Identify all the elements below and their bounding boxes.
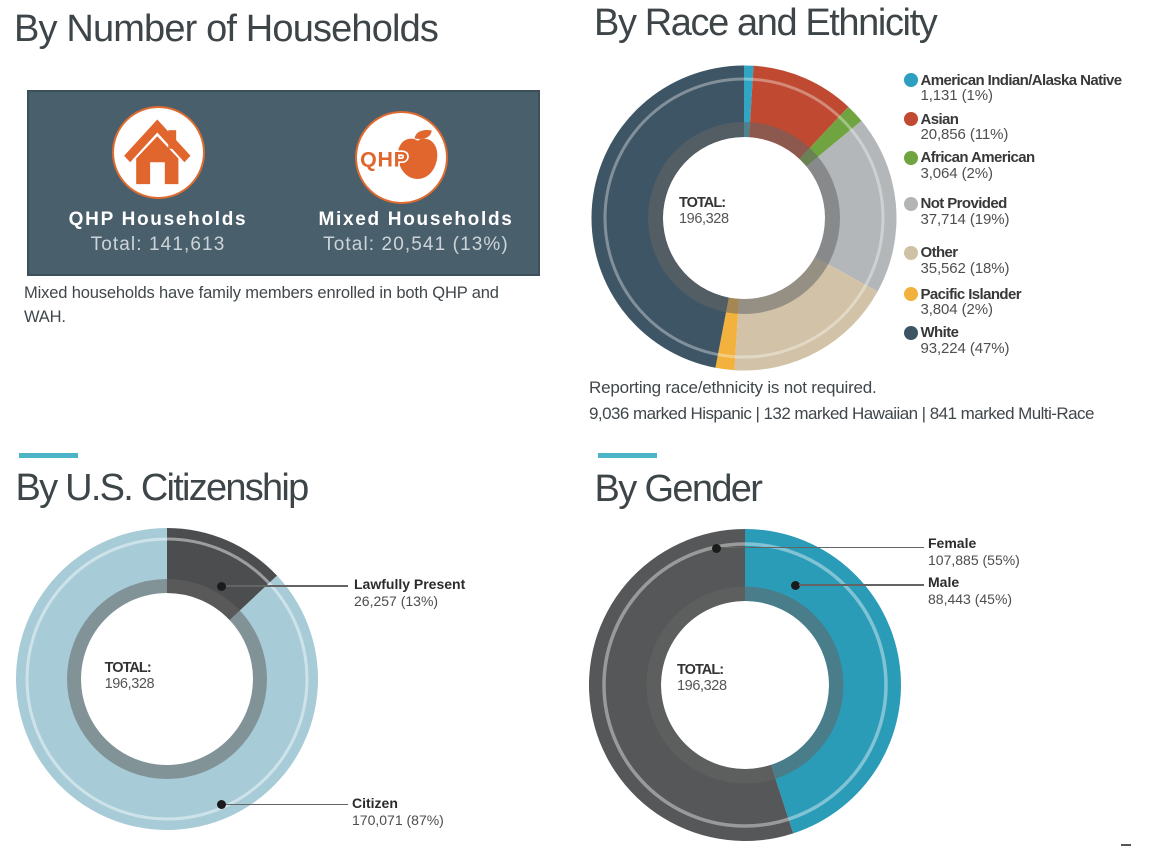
svg-text:QHP: QHP [360,148,409,172]
